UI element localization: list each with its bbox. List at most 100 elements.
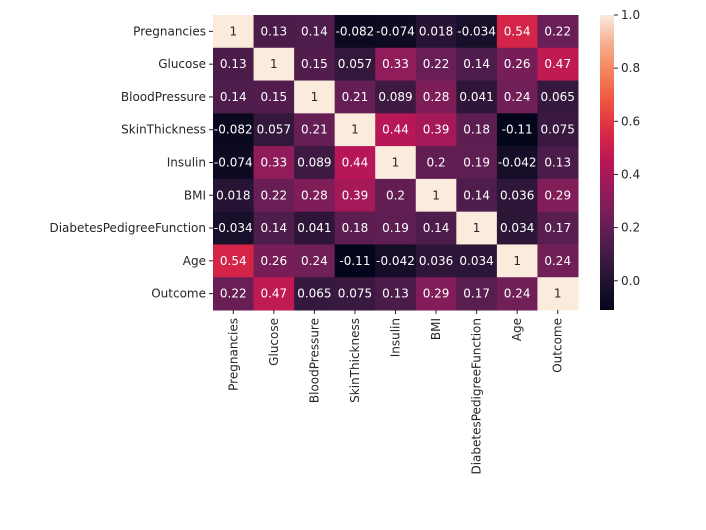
heatmap-cell xyxy=(213,178,255,213)
cell-annotation: 0.15 xyxy=(301,57,328,71)
cell-annotation: 0.47 xyxy=(260,287,287,301)
heatmap-cell xyxy=(415,277,457,311)
heatmap-cell xyxy=(496,15,538,49)
cell-annotation: 0.2 xyxy=(386,188,405,202)
cell-annotation: 0.057 xyxy=(257,123,291,137)
heatmap-cell xyxy=(253,80,295,114)
heatmap-cell xyxy=(253,211,295,245)
cell-annotation: 0.17 xyxy=(544,221,571,235)
cell-annotation: 1 xyxy=(473,221,481,235)
heatmap-cell xyxy=(537,244,579,278)
cell-annotation: 0.089 xyxy=(378,90,412,104)
heatmap-cell xyxy=(334,113,376,147)
cell-annotation: 0.18 xyxy=(342,221,369,235)
heatmap-cell xyxy=(496,113,538,147)
heatmap-cell xyxy=(537,15,579,49)
cell-annotation: 0.13 xyxy=(220,57,247,71)
heatmap-cell xyxy=(253,113,295,147)
cell-annotation: 0.075 xyxy=(541,123,575,137)
cell-annotation: 0.065 xyxy=(297,287,331,301)
heatmap-cell xyxy=(294,80,336,114)
cell-annotation: 0.089 xyxy=(297,156,331,170)
cell-annotation: 0.034 xyxy=(500,221,534,235)
colorbar-tick-label: 0.4 xyxy=(621,167,640,181)
heatmap-cell xyxy=(537,277,579,311)
cell-annotation: 0.19 xyxy=(463,156,490,170)
y-tick-label: Pregnancies xyxy=(133,24,206,38)
cell-annotation: 0.28 xyxy=(423,90,450,104)
heatmap-cell xyxy=(253,47,295,82)
heatmap-cell xyxy=(456,80,498,114)
cell-annotation: 0.39 xyxy=(342,188,369,202)
heatmap-cell xyxy=(253,15,295,49)
heatmap-cell xyxy=(496,80,538,114)
cell-annotation: 0.14 xyxy=(220,90,247,104)
cell-annotation: -0.034 xyxy=(457,24,496,38)
heatmap-cell xyxy=(456,47,498,82)
heatmap-cell xyxy=(213,113,255,147)
cell-annotation: 1 xyxy=(513,254,521,268)
heatmap-cell xyxy=(213,146,255,180)
colorbar-tick-label: 0.2 xyxy=(621,221,640,235)
cell-annotation: -0.042 xyxy=(498,156,537,170)
cell-annotation: 0.036 xyxy=(419,254,453,268)
cell-annotation: -0.11 xyxy=(502,123,533,137)
cell-annotation: 0.15 xyxy=(260,90,287,104)
x-tick-label: Outcome xyxy=(551,318,565,373)
heatmap-cell xyxy=(334,80,376,114)
y-tick-label: Insulin xyxy=(167,156,206,170)
cell-annotation: -0.034 xyxy=(214,221,253,235)
cell-annotation: 0.036 xyxy=(500,188,534,202)
x-tick-label: SkinThickness xyxy=(348,318,362,403)
heatmap-cell xyxy=(294,178,336,213)
cell-annotation: 0.17 xyxy=(463,287,490,301)
cell-annotation: 0.018 xyxy=(216,188,250,202)
heatmap-cell xyxy=(213,47,255,82)
heatmap-cell xyxy=(334,211,376,245)
heatmap-cell xyxy=(375,211,417,245)
heatmap-cell xyxy=(537,178,579,213)
heatmap-cell xyxy=(334,178,376,213)
heatmap-cell xyxy=(294,244,336,278)
cell-annotation: 0.13 xyxy=(544,156,571,170)
cell-annotation: 0.075 xyxy=(338,287,372,301)
cell-annotation: 0.33 xyxy=(382,57,409,71)
cell-annotation: 1 xyxy=(554,287,562,301)
cell-annotation: 0.018 xyxy=(419,24,453,38)
colorbar-tick-label: 0.8 xyxy=(621,61,640,75)
heatmap-cell xyxy=(334,244,376,278)
cell-annotation: 0.26 xyxy=(504,57,531,71)
cell-annotation: 1 xyxy=(351,123,359,137)
heatmap-cell xyxy=(537,146,579,180)
cell-annotation: -0.11 xyxy=(339,254,370,268)
y-tick-label: BloodPressure xyxy=(121,90,206,104)
heatmap-cell xyxy=(294,277,336,311)
heatmap-cell xyxy=(334,47,376,82)
heatmap-cell xyxy=(375,178,417,213)
cell-annotation: -0.074 xyxy=(376,24,415,38)
heatmap-cell xyxy=(375,80,417,114)
heatmap-cell xyxy=(213,211,255,245)
cell-annotation: 1 xyxy=(229,24,237,38)
heatmap-cell xyxy=(415,211,457,245)
colorbar-tick-label: 1.0 xyxy=(621,8,640,22)
cell-annotation: 0.22 xyxy=(220,287,247,301)
heatmap-cell xyxy=(456,113,498,147)
heatmap-cell xyxy=(415,146,457,180)
heatmap-cell xyxy=(375,113,417,147)
cell-annotation: 0.54 xyxy=(220,254,247,268)
heatmap-cell xyxy=(537,113,579,147)
cell-annotation: 0.24 xyxy=(301,254,328,268)
heatmap-cell xyxy=(537,211,579,245)
heatmap-cell xyxy=(375,15,417,49)
x-tick-label: Glucose xyxy=(267,318,281,366)
heatmap-cell xyxy=(213,15,255,49)
cell-annotation: 0.041 xyxy=(459,90,493,104)
y-tick-label: DiabetesPedigreeFunction xyxy=(49,221,206,235)
colorbar-tick-label: 0.6 xyxy=(621,114,640,128)
heatmap-cell xyxy=(253,244,295,278)
heatmap-cell xyxy=(415,47,457,82)
x-tick-label: DiabetesPedigreeFunction xyxy=(470,318,484,475)
cell-annotation: 0.22 xyxy=(260,188,287,202)
colorbar xyxy=(600,15,614,310)
